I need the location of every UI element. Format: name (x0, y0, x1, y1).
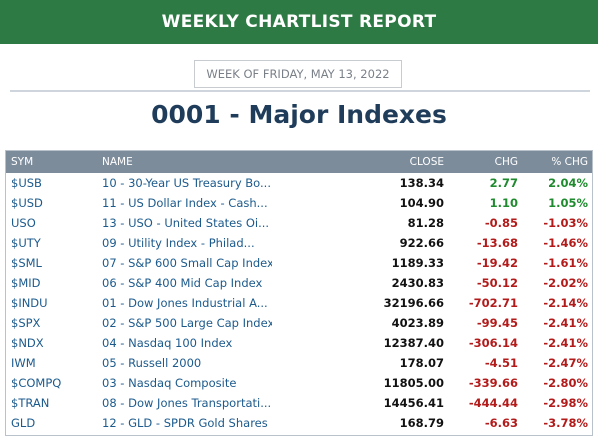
table-row: $COMPQ 03 - Nasdaq Composite 11805.00 -339.… (6, 373, 592, 393)
symbol-link[interactable]: $UTY (11, 236, 41, 250)
symbol-link[interactable]: $NDX (11, 336, 44, 350)
name-link[interactable]: 04 - Nasdaq 100 Index (102, 336, 233, 350)
change-value: 2.77 (489, 176, 518, 190)
report-banner: WEEKLY CHARTLIST REPORT (0, 0, 598, 44)
change-value: -444.44 (468, 396, 518, 410)
table-row: $UTY 09 - Utility Index - Philad... 922.66… (6, 233, 592, 253)
name-link[interactable]: 01 - Dow Jones Industrial A... (102, 296, 268, 310)
divider (10, 90, 590, 92)
chartlist-title: 0001 - Major Indexes (151, 100, 447, 129)
close-value: 12387.40 (383, 336, 444, 350)
symbol-link[interactable]: $USB (11, 176, 42, 190)
close-value: 168.79 (399, 416, 444, 430)
change-value: 1.10 (489, 196, 518, 210)
name-link[interactable]: 13 - USO - United States Oi... (102, 216, 270, 230)
report-title: WEEKLY CHARTLIST REPORT (161, 12, 437, 32)
name-link[interactable]: 09 - Utility Index - Philad... (102, 236, 255, 250)
name-link[interactable]: 10 - 30-Year US Treasury Bo... (102, 176, 271, 190)
percent-change-value: -2.02% (543, 276, 588, 290)
percent-change-value: -1.61% (543, 256, 588, 270)
symbol-link[interactable]: $INDU (11, 296, 48, 310)
name-link[interactable]: 12 - GLD - SPDR Gold Shares (102, 416, 268, 430)
symbol-link[interactable]: $USD (11, 196, 43, 210)
change-value: -0.85 (484, 216, 518, 230)
percent-change-value: -2.47% (543, 356, 588, 370)
close-value: 81.28 (407, 216, 444, 230)
table-row: $USB 10 - 30-Year US Treasury Bo... 138.34… (6, 173, 592, 193)
percent-change-value: -1.46% (543, 236, 588, 250)
percent-change-value: -2.98% (543, 396, 588, 410)
change-value: -702.71 (468, 296, 518, 310)
change-value: -50.12 (476, 276, 518, 290)
symbol-link[interactable]: IWM (11, 356, 36, 370)
table-row: USO 13 - USO - United States Oi... 81.28 -0… (6, 213, 592, 233)
symbol-link[interactable]: $SML (11, 256, 42, 270)
name-link[interactable]: 03 - Nasdaq Composite (102, 376, 237, 390)
close-value: 1189.33 (391, 256, 444, 270)
percent-change-value: -2.41% (543, 316, 588, 330)
column-header-chg: CHG (494, 156, 518, 168)
table-row: $SML 07 - S&P 600 Small Cap Index 1189.33 -… (6, 253, 592, 273)
change-value: -19.42 (476, 256, 518, 270)
symbol-link[interactable]: $MID (11, 276, 41, 290)
percent-change-value: -1.03% (543, 216, 588, 230)
close-value: 32196.66 (383, 296, 444, 310)
table-row: $USD 11 - US Dollar Index - Cash... 104.90… (6, 193, 592, 213)
close-value: 104.90 (399, 196, 444, 210)
close-value: 178.07 (399, 356, 444, 370)
percent-change-value: -2.41% (543, 336, 588, 350)
table-row: IWM 05 - Russell 2000 178.07 -4.51 -2.47% (6, 353, 592, 373)
percent-change-value: 1.05% (548, 196, 588, 210)
table-row: $MID 06 - S&P 400 Mid Cap Index 2430.83 -50… (6, 273, 592, 293)
name-link[interactable]: 08 - Dow Jones Transportati... (102, 396, 272, 410)
close-value: 922.66 (399, 236, 444, 250)
symbol-link[interactable]: $TRAN (11, 396, 50, 410)
percent-change-value: -3.78% (543, 416, 588, 430)
table-body: $USB 10 - 30-Year US Treasury Bo... 138.34… (6, 173, 592, 433)
table-row: GLD 12 - GLD - SPDR Gold Shares 168.79 -6.6… (6, 413, 592, 433)
change-value: -13.68 (476, 236, 518, 250)
close-value: 11805.00 (383, 376, 444, 390)
column-header-sym: SYM (11, 156, 34, 168)
symbol-link[interactable]: $COMPQ (11, 376, 62, 390)
table-row: $INDU 01 - Dow Jones Industrial A... 32196… (6, 293, 592, 313)
table-row: $SPX 02 - S&P 500 Large Cap Index 4023.89 -… (6, 313, 592, 333)
percent-change-value: -2.14% (543, 296, 588, 310)
change-value: -339.66 (468, 376, 518, 390)
table-row: $TRAN 08 - Dow Jones Transportati... 14456… (6, 393, 592, 413)
close-value: 138.34 (399, 176, 444, 190)
percent-change-value: -2.80% (543, 376, 588, 390)
index-table: SYM NAME CLOSE CHG % CHG $USB 10 - 30-Yea… (5, 150, 593, 436)
close-value: 4023.89 (391, 316, 444, 330)
name-link[interactable]: 06 - S&P 400 Mid Cap Index (102, 276, 263, 290)
name-link[interactable]: 05 - Russell 2000 (102, 356, 202, 370)
week-label: WEEK OF FRIDAY, MAY 13, 2022 (194, 60, 402, 88)
close-value: 14456.41 (383, 396, 444, 410)
name-link[interactable]: 02 - S&P 500 Large Cap Index (102, 316, 272, 330)
close-value: 2430.83 (391, 276, 444, 290)
symbol-link[interactable]: GLD (11, 416, 36, 430)
change-value: -6.63 (484, 416, 518, 430)
column-header-close: CLOSE (409, 156, 444, 168)
name-link[interactable]: 07 - S&P 600 Small Cap Index (102, 256, 272, 270)
name-link[interactable]: 11 - US Dollar Index - Cash... (102, 196, 268, 210)
column-header-name: NAME (102, 156, 133, 168)
table-header-row: SYM NAME CLOSE CHG % CHG (6, 151, 592, 173)
symbol-link[interactable]: USO (11, 216, 36, 230)
change-value: -99.45 (476, 316, 518, 330)
symbol-link[interactable]: $SPX (11, 316, 41, 330)
column-header-pct-chg: % CHG (551, 156, 588, 168)
percent-change-value: 2.04% (548, 176, 588, 190)
table-row: $NDX 04 - Nasdaq 100 Index 12387.40 -306.14… (6, 333, 592, 353)
change-value: -306.14 (468, 336, 518, 350)
change-value: -4.51 (484, 356, 518, 370)
